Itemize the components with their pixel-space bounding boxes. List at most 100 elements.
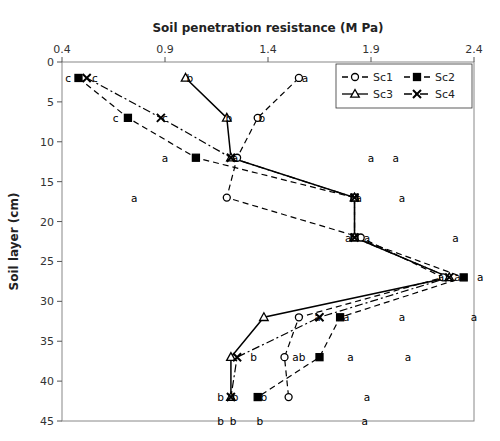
annotation: b (250, 351, 257, 363)
annotation: a (131, 192, 137, 204)
y-tick (57, 381, 62, 382)
y-tick (57, 301, 62, 302)
y-tick-label: 5 (47, 96, 54, 109)
series-marker (233, 353, 241, 361)
x-tick (268, 57, 269, 62)
annotation: c (65, 72, 71, 84)
series-marker (192, 154, 199, 161)
annotations: ccbaccbbaaaaaaaaaaaaaaaaababaabbbabbba (65, 72, 483, 427)
series-marker (445, 273, 453, 281)
annotation: a (232, 152, 238, 164)
annotation: a (452, 232, 458, 244)
annotation: a (399, 311, 405, 323)
y-tick (57, 221, 62, 222)
series-marker (295, 314, 302, 321)
y-tick-label: 30 (40, 295, 54, 308)
y-tick-label: 25 (40, 255, 54, 268)
annotation: a (438, 271, 444, 283)
y-tick-label: 15 (40, 176, 54, 189)
annotation: a (368, 152, 374, 164)
legend-marker (413, 90, 421, 98)
data-layer (75, 73, 467, 401)
y-tick (57, 62, 62, 63)
y-tick-label: 35 (40, 335, 54, 348)
annotation: b (186, 72, 193, 84)
x-tick-label: 0.9 (156, 43, 174, 56)
y-tick (57, 421, 62, 422)
annotation: c (92, 72, 98, 84)
series-marker (351, 234, 359, 242)
annotation: b (232, 391, 239, 403)
legend-label: Sc1 (373, 71, 393, 84)
annotation: a (364, 232, 370, 244)
annotation: b (217, 391, 224, 403)
series-marker (351, 234, 358, 241)
y-tick-label: 40 (40, 375, 54, 388)
legend-label: Sc2 (435, 71, 455, 84)
series-marker (260, 313, 269, 321)
legend-label: Sc3 (373, 88, 393, 101)
y-tick (57, 141, 62, 142)
series-marker (460, 274, 467, 281)
annotation: a (355, 192, 361, 204)
y-tick (57, 181, 62, 182)
series-marker (281, 354, 288, 361)
y-tick (57, 261, 62, 262)
x-tick-label: 1.9 (362, 43, 380, 56)
legend-marker (351, 90, 360, 98)
y-tick-label: 10 (40, 136, 54, 149)
annotation: a (314, 311, 320, 323)
series-marker (316, 354, 323, 361)
x-tick (165, 57, 166, 62)
series-marker (285, 394, 292, 401)
y-tick (57, 101, 62, 102)
series-marker (75, 74, 82, 81)
annotation: b (230, 415, 237, 427)
legend-marker (352, 74, 359, 81)
annotation: b (226, 112, 233, 124)
annotation: a (393, 152, 399, 164)
legend-box (336, 64, 472, 108)
annotation: a (162, 152, 168, 164)
series-line (78, 78, 463, 397)
x-axis-label: Soil penetration resistance (M Pa) (152, 21, 383, 35)
y-tick (57, 341, 62, 342)
series-marker (124, 114, 131, 121)
series-marker (445, 273, 454, 281)
legend: Sc1 Sc2 Sc3 Sc4 (336, 64, 472, 108)
annotation: a (477, 271, 483, 283)
annotation: a (362, 415, 368, 427)
series-marker (83, 74, 91, 82)
y-tick-label: 20 (40, 216, 54, 229)
y-tick-label: 45 (40, 415, 54, 428)
annotation: a (345, 232, 351, 244)
annotation: b (261, 391, 268, 403)
annotation: b (217, 415, 224, 427)
plot-frame (62, 62, 474, 421)
x-tick-label: 1.4 (259, 43, 277, 56)
annotation: c (113, 112, 119, 124)
annotation: a (343, 311, 349, 323)
series-line (227, 78, 443, 397)
annotation: a (302, 72, 308, 84)
x-axis: 0.40.91.41.92.4Soil penetration resistan… (53, 21, 483, 62)
annotation: c (162, 112, 168, 124)
annotation: b (256, 415, 263, 427)
series-line (87, 78, 450, 397)
legend-label: Sc4 (435, 88, 455, 101)
annotation: a (454, 271, 460, 283)
annotation: b (258, 112, 265, 124)
y-axis: 051015202530354045Soil layer (cm) (7, 56, 62, 428)
legend-marker (414, 74, 421, 81)
chart: 0.40.91.41.92.4Soil penetration resistan… (0, 0, 500, 441)
series-marker (223, 194, 230, 201)
series-line (186, 78, 450, 397)
annotation: ab (292, 351, 305, 363)
x-tick-label: 0.4 (53, 43, 71, 56)
annotation: a (471, 311, 477, 323)
x-tick (62, 57, 63, 62)
y-tick-label: 0 (47, 56, 54, 69)
x-tick (474, 57, 475, 62)
annotation: a (399, 192, 405, 204)
annotation: a (364, 391, 370, 403)
